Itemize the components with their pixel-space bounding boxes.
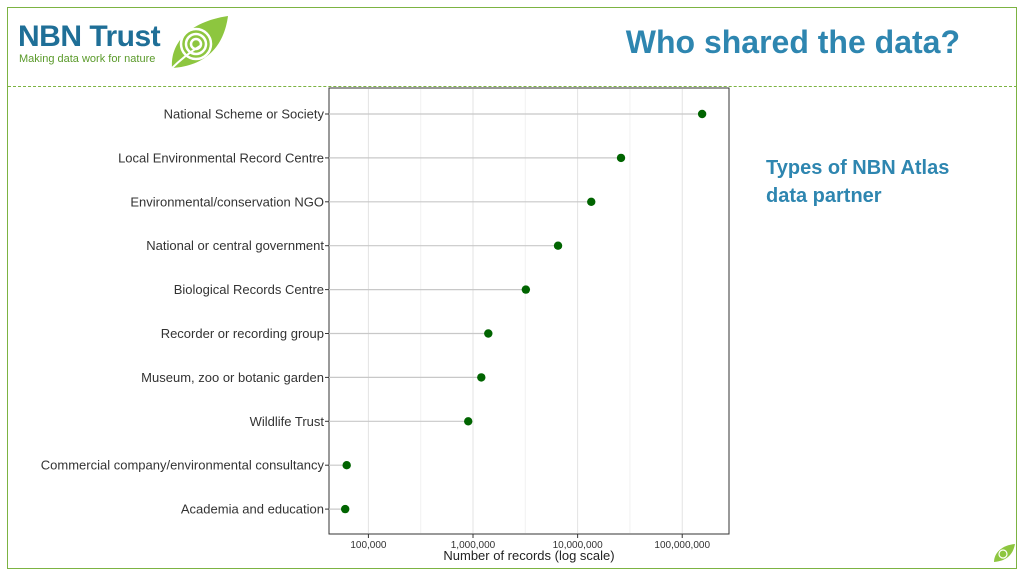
data-point (464, 417, 473, 426)
page-title: Who shared the data? (625, 24, 960, 60)
data-point (521, 285, 531, 294)
x-ticks: 100,000 1,000,000 10,000,000 100,000,000 (350, 534, 710, 551)
category-label: Biological Records Centre (174, 282, 324, 297)
data-point (553, 241, 563, 250)
category-label: Local Environmental Record Centre (118, 150, 324, 165)
slide-frame (7, 7, 1017, 569)
x-tick-label: 100,000,000 (654, 540, 710, 551)
data-point (697, 109, 707, 119)
x-tick-label: 10,000,000 (553, 540, 603, 551)
points (341, 109, 707, 514)
category-label: Museum, zoo or botanic garden (141, 370, 324, 385)
nbn-trust-logo: NBN Trust Making data work for nature (18, 16, 228, 72)
corner-leaf-icon (994, 544, 1015, 562)
logo-brand: NBN Trust (18, 20, 161, 53)
chart-caption: Types of NBN Atlas data partner (766, 157, 950, 207)
category-label: Recorder or recording group (161, 326, 324, 341)
grid-lines (367, 89, 683, 533)
data-point (342, 461, 351, 470)
data-point (484, 329, 493, 338)
header-divider (8, 86, 1017, 87)
category-label: Wildlife Trust (250, 414, 325, 429)
plot-area (328, 87, 730, 535)
stems (329, 113, 703, 510)
x-axis-title: Number of records (log scale) (443, 548, 614, 563)
data-point (477, 373, 486, 382)
data-point (341, 504, 350, 514)
category-labels: National Scheme or Society Local Environm… (41, 107, 329, 517)
category-label: Environmental/conservation NGO (130, 194, 324, 209)
category-label: National Scheme or Society (164, 107, 325, 122)
data-point (616, 153, 626, 163)
x-tick-label: 1,000,000 (451, 540, 496, 551)
x-tick-label: 100,000 (350, 540, 387, 551)
category-label: Academia and education (181, 502, 324, 517)
leaf-logo-icon (169, 16, 228, 70)
data-point (587, 197, 596, 206)
category-label: Commercial company/environmental consult… (41, 458, 325, 473)
logo-tagline: Making data work for nature (19, 53, 156, 65)
category-label: National or central government (146, 238, 324, 253)
